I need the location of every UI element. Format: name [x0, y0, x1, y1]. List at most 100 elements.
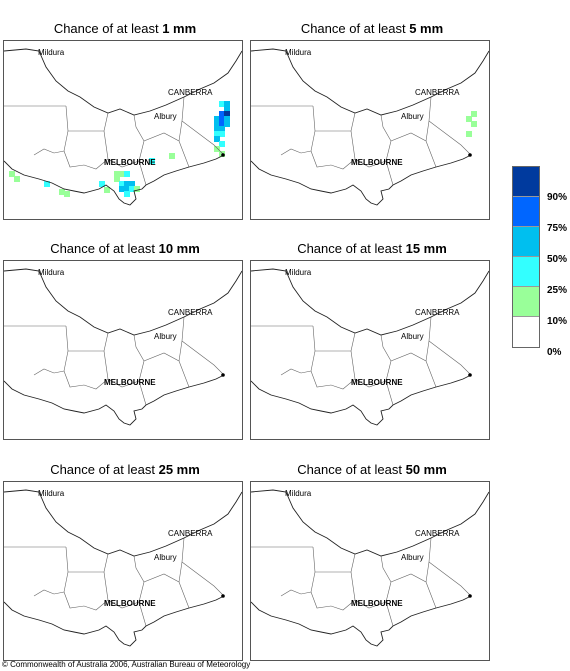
map-panel-10mm: Mildura CANBERRA Albury MELBOURNE [3, 260, 243, 440]
probability-cell [219, 111, 225, 117]
probability-cell [214, 146, 220, 152]
district-boundary [178, 316, 185, 362]
district-boundary [181, 120, 225, 156]
coastline [251, 595, 472, 647]
map-panel-15mm: Mildura CANBERRA Albury MELBOURNE [250, 260, 490, 440]
state-border [4, 268, 242, 336]
town-label-canberra: CANBERRA [415, 88, 460, 97]
district-boundary [133, 555, 145, 583]
district-boundary [300, 546, 316, 595]
probability-cell [64, 191, 70, 197]
legend-colorbar [512, 166, 540, 348]
district-boundary [428, 340, 472, 376]
town-label-canberra: CANBERRA [168, 529, 213, 538]
probability-cell [169, 153, 175, 159]
town-label-albury: Albury [401, 112, 424, 121]
town-label-mildura: Mildura [285, 489, 312, 498]
district-boundary [350, 571, 437, 609]
town-label-canberra: CANBERRA [415, 308, 460, 317]
district-boundary [385, 160, 394, 186]
panel-title-5mm: Chance of at least 5 mm [300, 21, 444, 36]
state-border [4, 489, 242, 557]
district-boundary [63, 150, 109, 170]
legend-label-10: 10% [547, 316, 568, 327]
state-border [251, 48, 489, 116]
legend-swatch [513, 257, 539, 287]
town-label-melbourne: MELBOURNE [104, 378, 156, 387]
location-marker [221, 373, 225, 377]
probability-cell [214, 116, 220, 122]
probability-cell [104, 187, 110, 193]
probability-cell [214, 126, 220, 132]
probability-cell [114, 171, 120, 177]
district-boundary [428, 561, 472, 597]
district-boundary [310, 150, 356, 170]
district-boundary [300, 105, 316, 154]
victoria-map: Mildura CANBERRA Albury MELBOURNE [4, 489, 242, 647]
probability-cell [14, 176, 20, 182]
probability-cell [224, 121, 230, 127]
district-boundary [138, 160, 147, 186]
probability-cell [466, 116, 472, 122]
district-boundary [350, 350, 437, 388]
district-boundary [310, 370, 356, 390]
district-boundary [63, 370, 109, 390]
location-marker [221, 594, 225, 598]
copyright-notice: © Commonwealth of Australia 2006, Austra… [2, 660, 251, 669]
probability-cell [124, 171, 130, 177]
coastline [251, 154, 472, 206]
probability-cell [129, 181, 135, 187]
district-boundary [68, 112, 109, 132]
panel-title-10mm: Chance of at least 10 mm [50, 241, 200, 256]
town-label-albury: Albury [401, 553, 424, 562]
probability-cell [119, 181, 125, 187]
location-marker [468, 594, 472, 598]
district-boundary [315, 332, 356, 352]
district-boundary [280, 589, 302, 597]
legend-label-0: 0% [547, 347, 562, 358]
probability-cell [9, 171, 15, 177]
district-boundary [63, 591, 109, 611]
probability-cell [224, 111, 230, 117]
town-label-melbourne: MELBOURNE [351, 378, 403, 387]
district-boundary [380, 555, 392, 583]
district-boundary [380, 114, 392, 142]
town-label-canberra: CANBERRA [415, 529, 460, 538]
probability-cell [219, 131, 225, 137]
district-boundary [181, 340, 225, 376]
legend-swatch [513, 167, 539, 197]
town-label-melbourne: MELBOURNE [351, 158, 403, 167]
town-label-mildura: Mildura [38, 268, 65, 277]
probability-cell [214, 136, 220, 142]
probability-cell [114, 176, 120, 182]
district-boundary [103, 130, 190, 168]
district-boundary [178, 537, 185, 583]
panel-title-1mm: Chance of at least 1 mm [53, 21, 197, 36]
legend-swatch [513, 317, 539, 347]
district-boundary [33, 589, 55, 597]
location-marker [221, 153, 225, 157]
coastline [4, 595, 225, 647]
probability-cell [214, 131, 220, 137]
location-marker [468, 153, 472, 157]
town-label-canberra: CANBERRA [168, 88, 213, 97]
district-boundary [425, 316, 432, 362]
map-panel-50mm: Mildura CANBERRA Albury MELBOURNE [250, 481, 490, 661]
district-boundary [133, 334, 145, 362]
probability-cell [224, 106, 230, 112]
district-boundary [315, 553, 356, 573]
coastline [4, 154, 225, 206]
legend-label-75: 75% [547, 223, 568, 234]
district-boundary [315, 112, 356, 132]
district-boundary [425, 537, 432, 583]
probability-cell [59, 189, 65, 195]
probability-cell [471, 111, 477, 117]
probability-cell [124, 181, 130, 187]
probability-cell [99, 181, 105, 187]
probability-cell [224, 116, 230, 122]
legend-label-50: 50% [547, 254, 568, 265]
district-boundary [181, 561, 225, 597]
town-label-melbourne: MELBOURNE [351, 599, 403, 608]
district-boundary [68, 332, 109, 352]
district-boundary [53, 105, 69, 154]
